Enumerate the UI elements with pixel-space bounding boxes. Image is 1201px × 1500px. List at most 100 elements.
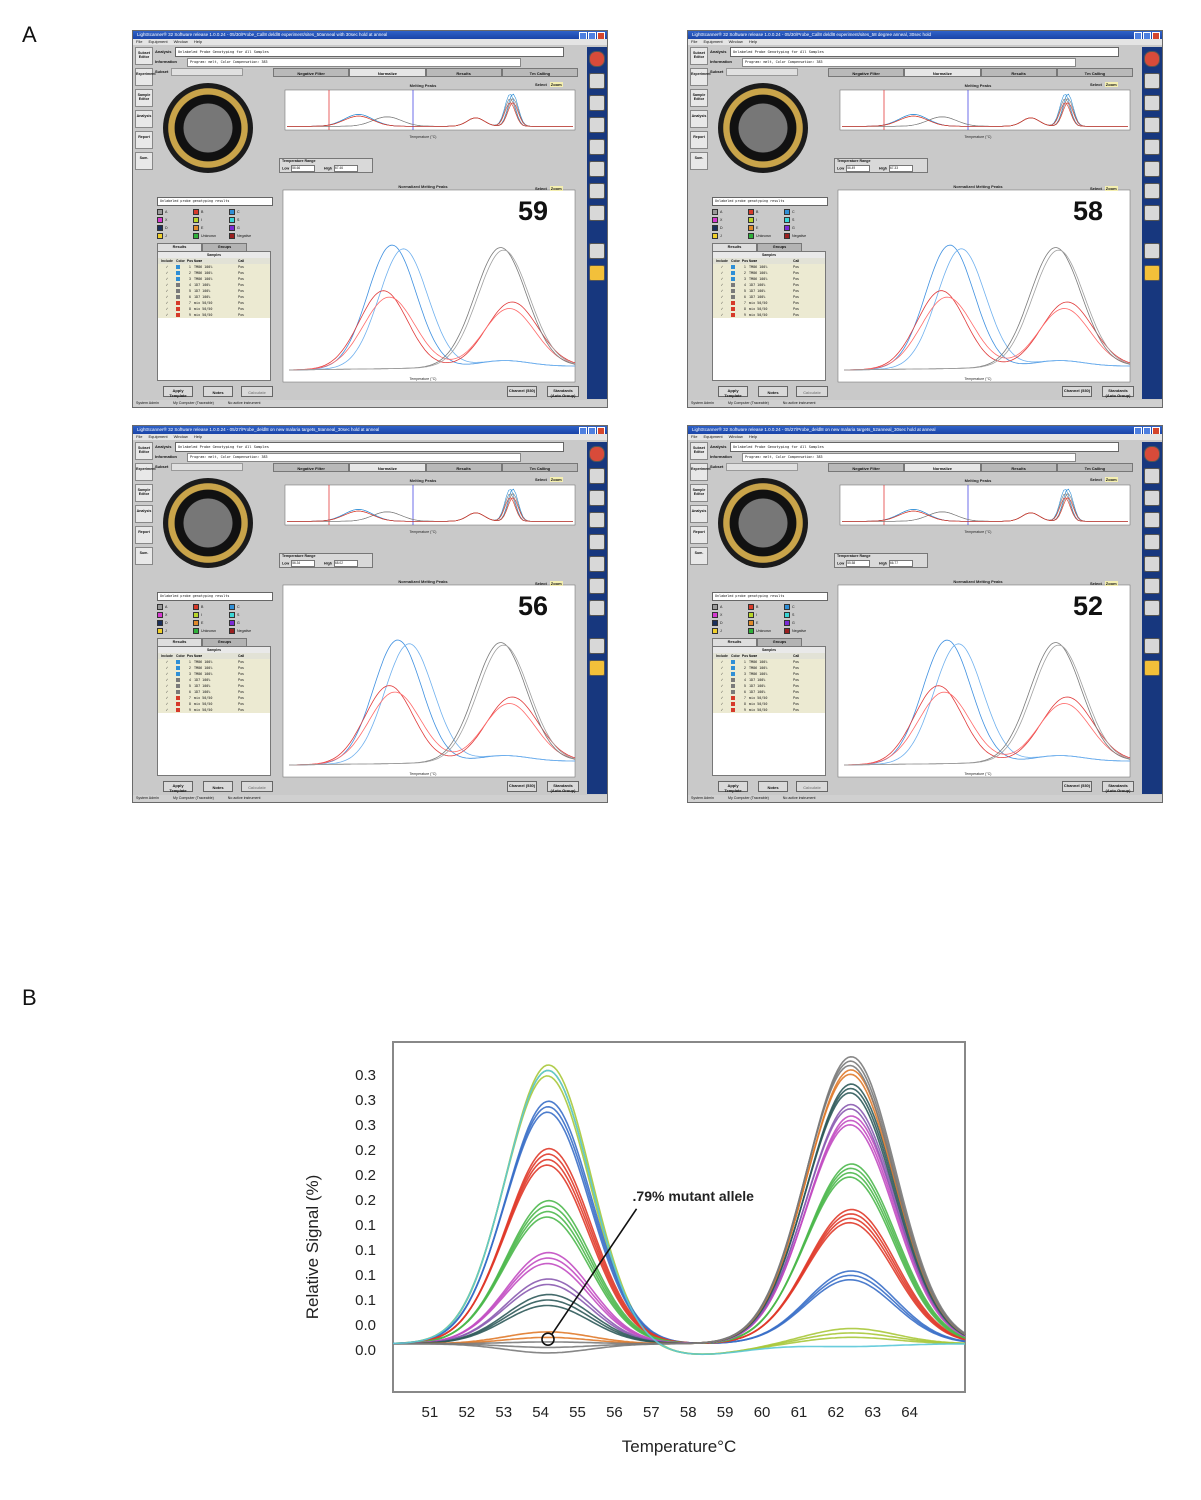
include-checkbox[interactable]: ✓ xyxy=(720,678,724,682)
menu-item[interactable]: Equipment xyxy=(703,39,723,44)
menu-item[interactable]: Window xyxy=(173,39,188,44)
table-row[interactable]: ✓ 9 mix 50/50 Pos xyxy=(158,707,270,713)
analysis-tab[interactable]: Tm Calling xyxy=(1056,68,1133,77)
toolbar-tool-icon[interactable] xyxy=(1144,161,1160,177)
nav-button[interactable]: Experiment xyxy=(135,463,156,481)
nav-button[interactable]: Analysis xyxy=(135,505,153,523)
include-checkbox[interactable]: ✓ xyxy=(720,672,724,676)
include-checkbox[interactable]: ✓ xyxy=(720,702,724,706)
subset-select[interactable] xyxy=(726,68,799,76)
table-row[interactable]: ✓ 3 TM86 100% Pos xyxy=(158,671,270,677)
legend-item[interactable]: J xyxy=(157,628,193,634)
subset-select[interactable] xyxy=(726,463,799,471)
analysis-select[interactable]: Unlabeled Probe Genotyping for All Sampl… xyxy=(175,47,564,57)
menu-item[interactable]: Help xyxy=(193,434,203,439)
analysis-tab[interactable]: Negative Filter xyxy=(828,463,905,472)
legend-item[interactable]: Negative xyxy=(229,628,265,634)
include-checkbox[interactable]: ✓ xyxy=(720,684,724,688)
analysis-select[interactable]: Unlabeled Probe Genotyping for All Sampl… xyxy=(730,442,1119,452)
include-checkbox[interactable]: ✓ xyxy=(720,301,724,305)
select-button[interactable]: Select xyxy=(535,186,547,191)
table-row[interactable]: ✓ 6 1D7 100% Pos xyxy=(713,689,825,695)
nav-button[interactable]: Subset Editor xyxy=(690,442,708,460)
legend-item[interactable]: Negative xyxy=(229,233,265,239)
legend-item[interactable]: J xyxy=(157,233,193,239)
calculate-button[interactable]: Calculate xyxy=(241,386,273,397)
table-row[interactable]: ✓ 9 mix 50/50 Pos xyxy=(713,312,825,318)
nav-button[interactable]: Experiment xyxy=(135,68,156,86)
apply-template-button[interactable]: Apply Template xyxy=(718,386,748,398)
warning-icon[interactable] xyxy=(589,660,605,676)
include-checkbox[interactable]: ✓ xyxy=(165,666,169,670)
legend-item[interactable]: A xyxy=(157,604,193,610)
nav-button[interactable]: Sum. xyxy=(135,547,153,565)
legend-item[interactable]: Unknown xyxy=(748,628,784,634)
toolbar-tool-icon[interactable] xyxy=(589,578,605,594)
toolbar-tool-icon[interactable] xyxy=(589,490,605,506)
calculate-button[interactable]: Calculate xyxy=(241,781,273,792)
include-checkbox[interactable]: ✓ xyxy=(720,277,724,281)
zoom-button[interactable]: Zoom xyxy=(549,477,563,482)
legend-item[interactable]: C xyxy=(229,209,265,215)
include-checkbox[interactable]: ✓ xyxy=(720,289,724,293)
table-row[interactable]: ✓ 2 TM86 100% Pos xyxy=(713,665,825,671)
legend-item[interactable]: A xyxy=(157,209,193,215)
high-input[interactable]: 67.33 xyxy=(888,165,913,172)
high-input[interactable]: 68.02 xyxy=(333,560,358,567)
legend-item[interactable]: Unknown xyxy=(193,233,229,239)
nav-button[interactable]: Report xyxy=(135,526,153,544)
analysis-tab[interactable]: Results xyxy=(980,68,1057,77)
select-button[interactable]: Select xyxy=(1090,581,1102,586)
legend-item[interactable]: I xyxy=(193,217,229,223)
include-checkbox[interactable]: ✓ xyxy=(720,696,724,700)
subset-select[interactable] xyxy=(171,463,244,471)
toolbar-tool-icon[interactable] xyxy=(589,117,605,133)
include-checkbox[interactable]: ✓ xyxy=(165,301,169,305)
zoom-button[interactable]: Zoom xyxy=(1104,581,1118,586)
warning-icon[interactable] xyxy=(1144,265,1160,281)
legend-item[interactable]: A xyxy=(712,209,748,215)
legend-item[interactable]: D xyxy=(157,225,193,231)
table-row[interactable]: ✓ 8 mix 50/50 Pos xyxy=(158,701,270,707)
legend-item[interactable]: J xyxy=(712,233,748,239)
analysis-select[interactable]: Unlabeled Probe Genotyping for All Sampl… xyxy=(175,442,564,452)
legend-item[interactable]: I xyxy=(748,612,784,618)
legend-item[interactable]: Unknown xyxy=(193,628,229,634)
toolbar-tool-icon[interactable] xyxy=(1144,468,1160,484)
toolbar-tool-icon[interactable] xyxy=(1144,490,1160,506)
table-row[interactable]: ✓ 9 mix 50/50 Pos xyxy=(158,312,270,318)
analysis-tab[interactable]: Normalize xyxy=(904,68,981,77)
legend-item[interactable]: B xyxy=(193,604,229,610)
toolbar-tool-icon[interactable] xyxy=(1144,534,1160,550)
include-checkbox[interactable]: ✓ xyxy=(165,277,169,281)
legend-item[interactable]: G xyxy=(229,620,265,626)
export-icon[interactable] xyxy=(589,243,605,259)
include-checkbox[interactable]: ✓ xyxy=(720,295,724,299)
legend-item[interactable]: D xyxy=(157,620,193,626)
include-checkbox[interactable]: ✓ xyxy=(165,283,169,287)
toolbar-tool-icon[interactable] xyxy=(589,161,605,177)
results-select[interactable]: Unlabeled probe genotyping results xyxy=(157,197,273,206)
high-input[interactable]: 66.77 xyxy=(888,560,913,567)
channel-button[interactable]: Channel (530) xyxy=(1062,386,1092,397)
legend-item[interactable]: J xyxy=(712,628,748,634)
include-checkbox[interactable]: ✓ xyxy=(720,307,724,311)
menu-item[interactable]: Help xyxy=(748,434,758,439)
include-checkbox[interactable]: ✓ xyxy=(165,690,169,694)
menu-item[interactable]: Window xyxy=(728,434,743,439)
analysis-tab[interactable]: Negative Filter xyxy=(828,68,905,77)
legend-item[interactable]: B xyxy=(748,209,784,215)
channel-button[interactable]: Channel (530) xyxy=(507,386,537,397)
menu-item[interactable]: Equipment xyxy=(148,39,168,44)
include-checkbox[interactable]: ✓ xyxy=(165,289,169,293)
nav-button[interactable]: Report xyxy=(690,526,708,544)
menu-item[interactable]: Help xyxy=(193,39,203,44)
results-select[interactable]: Unlabeled probe genotyping results xyxy=(712,592,828,601)
toolbar-tool-icon[interactable] xyxy=(1144,556,1160,572)
legend-item[interactable]: S xyxy=(229,217,265,223)
select-button[interactable]: Select xyxy=(1090,186,1102,191)
menu-item[interactable]: Help xyxy=(748,39,758,44)
table-row[interactable]: ✓ 7 mix 50/50 Pos xyxy=(158,300,270,306)
table-row[interactable]: ✓ 1 TM86 100% Pos xyxy=(158,659,270,665)
table-row[interactable]: ✓ 4 1D7 100% Pos xyxy=(158,282,270,288)
